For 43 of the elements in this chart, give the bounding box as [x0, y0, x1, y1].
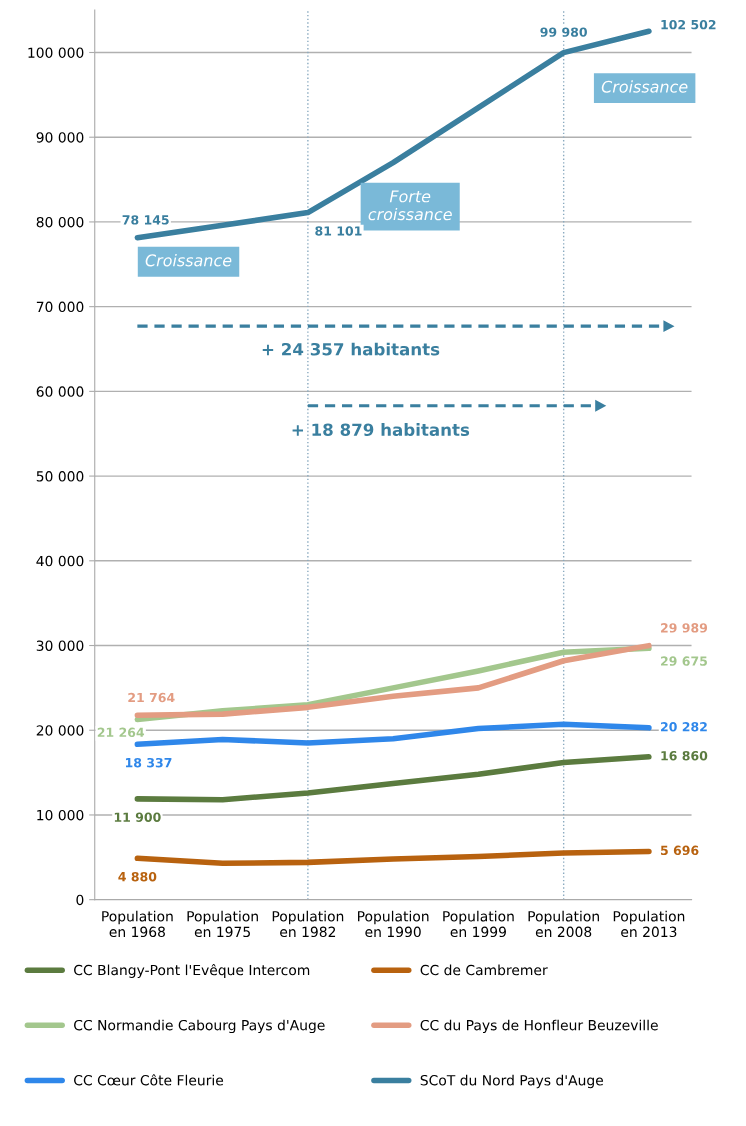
y-tick-label: 20 000: [36, 725, 84, 736]
data-label: 16 860: [661, 751, 708, 761]
x-tick-label: Population en 2013: [613, 910, 685, 938]
x-tick-label: Population en 1999: [443, 910, 514, 938]
x-tick-label: Population en 1990: [358, 910, 429, 938]
data-label: 29 675: [661, 656, 707, 666]
x-tick-label: Population en 1982: [272, 910, 344, 938]
data-label: 21 764: [128, 692, 175, 703]
data-label: 21 264: [97, 727, 145, 738]
data-label: 4 880: [118, 871, 157, 882]
data-label: 5 696: [660, 845, 699, 856]
legend-label: CC Normandie Cabourg Pays d'Auge: [74, 1019, 325, 1034]
data-label: 81 101: [315, 226, 362, 236]
data-label: 29 989: [661, 623, 708, 633]
data-label: 18 337: [125, 757, 172, 768]
annotation: Croissance: [601, 80, 688, 93]
legend-label: CC Cœur Côte Fleurie: [74, 1074, 224, 1086]
x-tick-label: Population en 1968: [102, 910, 173, 938]
annotation: + 24 357 habitants: [262, 342, 440, 356]
legend-label: CC du Pays de Honfleur Beuzeville: [420, 1019, 658, 1034]
y-tick-label: 80 000: [36, 216, 84, 228]
x-tick-label: Population en 1975: [187, 910, 258, 938]
annotation: Forte croissance: [368, 190, 452, 221]
x-tick-label: Population en 2008: [528, 910, 599, 938]
annotation: + 18 879 habitants: [292, 423, 470, 437]
annotation: Croissance: [145, 254, 232, 267]
y-tick-label: 70 000: [36, 301, 84, 313]
data-label: 20 282: [661, 722, 707, 732]
legend-label: CC de Cambremer: [420, 964, 548, 976]
data-label: 99 980: [540, 27, 587, 37]
y-tick-label: 100 000: [28, 47, 84, 58]
data-label: 78 145: [122, 215, 169, 225]
data-label: 102 502: [661, 19, 716, 30]
legend-label: CC Blangy-Pont l'Evêque Intercom: [74, 963, 310, 978]
y-tick-label: 0: [76, 894, 84, 906]
y-tick-label: 90 000: [36, 132, 84, 143]
y-tick-label: 30 000: [36, 640, 84, 651]
y-tick-label: 60 000: [36, 386, 84, 397]
y-tick-label: 40 000: [36, 555, 84, 567]
data-label: 11 900: [114, 812, 161, 822]
legend-label: SCoT du Nord Pays d'Auge: [420, 1074, 604, 1089]
y-tick-label: 50 000: [36, 471, 84, 482]
y-tick-label: 10 000: [37, 809, 84, 821]
